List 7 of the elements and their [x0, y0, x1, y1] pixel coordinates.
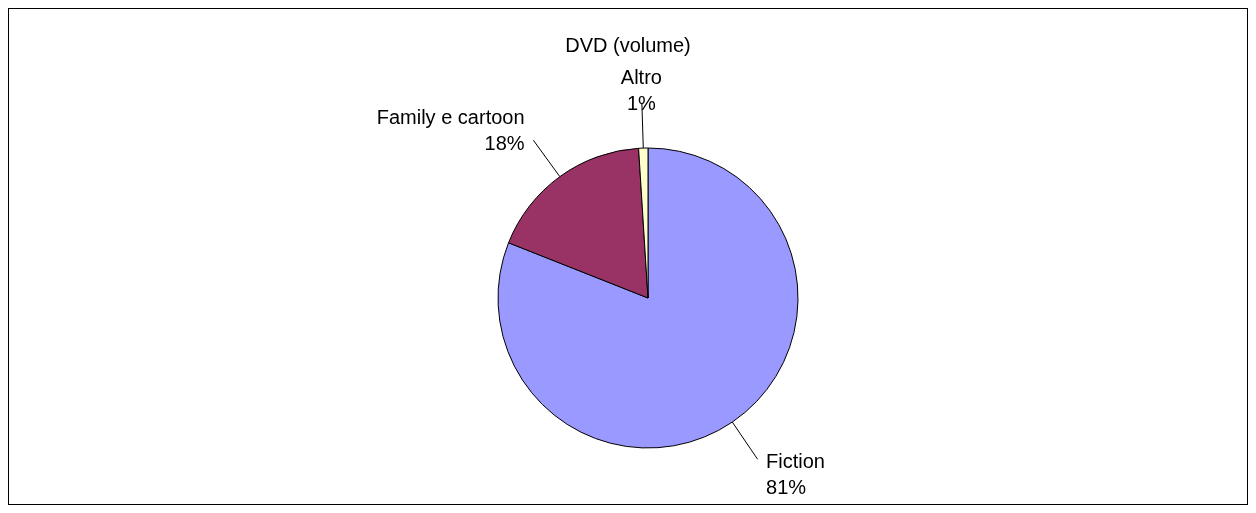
- slice-label: Altro: [620, 66, 662, 89]
- data-label: 18%: [484, 132, 525, 155]
- chart-title: DVD (volume): [565, 34, 691, 56]
- slice-label: Family e cartoon: [376, 106, 525, 129]
- slice-label: Fiction: [766, 449, 825, 472]
- data-label: 1%: [626, 92, 657, 115]
- data-label: 81%: [766, 475, 807, 498]
